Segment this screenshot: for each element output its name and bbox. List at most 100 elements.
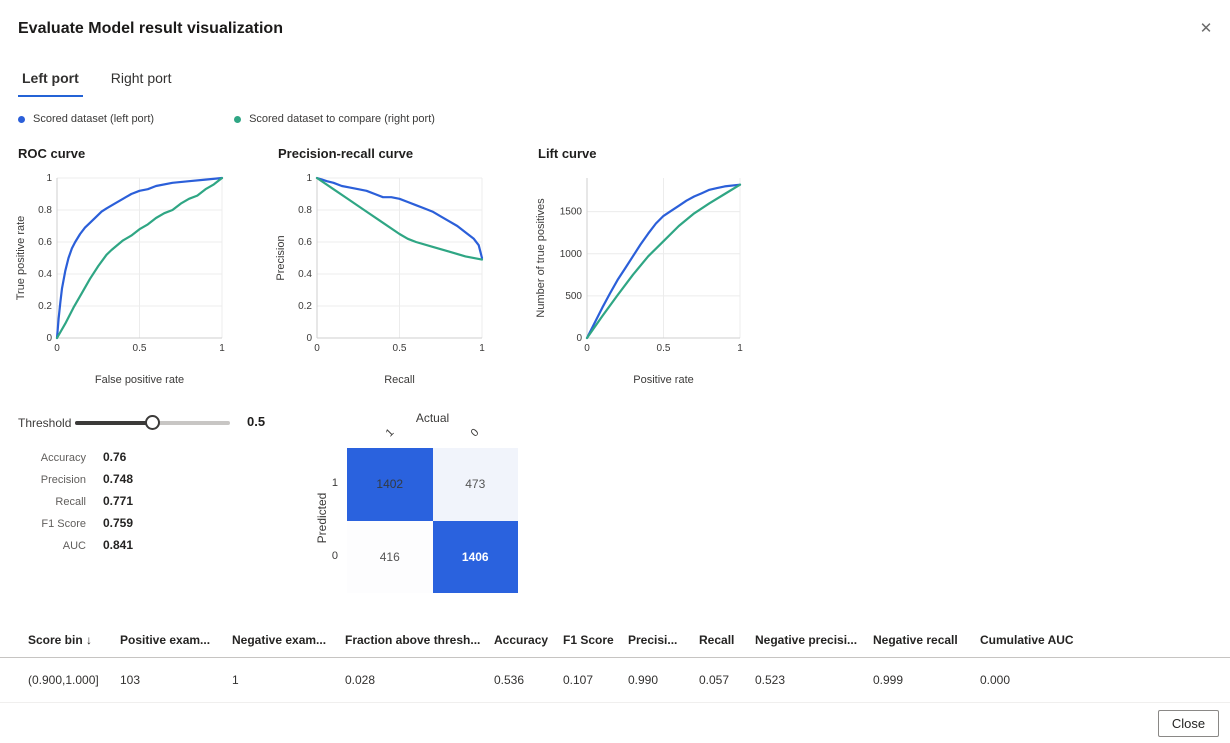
- svg-text:Number of true positives: Number of true positives: [535, 198, 547, 318]
- metric-value: 0.759: [103, 516, 134, 530]
- column-header-negative-recall[interactable]: Negative recall: [873, 632, 958, 647]
- table-cell: 0.536: [494, 673, 525, 687]
- svg-text:0.6: 0.6: [38, 237, 52, 248]
- metric-label: Accuracy: [40, 452, 86, 464]
- legend-label: Scored dataset (left port): [33, 113, 155, 125]
- svg-text:Recall: Recall: [384, 374, 415, 386]
- column-header-precisi[interactable]: Precisi...: [628, 632, 678, 647]
- confusion-matrix-col-label: 0: [468, 426, 482, 440]
- svg-text:0.5: 0.5: [133, 343, 147, 354]
- tab-left-port[interactable]: Left port: [18, 68, 83, 97]
- svg-text:1: 1: [306, 173, 312, 184]
- series-scored-dataset-left-port: [585, 183, 742, 340]
- threshold-label: Threshold: [18, 416, 72, 430]
- series-scored-dataset-left-port: [315, 176, 484, 260]
- svg-text:0.8: 0.8: [38, 205, 52, 216]
- confusion-matrix-predicted-label: Predicted: [315, 492, 329, 544]
- svg-text:Precision: Precision: [275, 235, 287, 280]
- svg-text:0: 0: [46, 333, 52, 344]
- column-header-negative-precisi[interactable]: Negative precisi...: [755, 632, 858, 647]
- svg-text:1000: 1000: [560, 249, 583, 260]
- metrics-panel: Accuracy 0.76 Precision 0.748 Recall 0.771 F1 …: [30, 450, 133, 560]
- column-header-cumulative-auc[interactable]: Cumulative AUC: [980, 632, 1074, 647]
- series-scored-dataset-to-compare-right-port: [315, 176, 484, 261]
- chart-title: Lift curve: [538, 146, 597, 161]
- chart-plot: 0 0.2 0.4 0.6 0.8 1 0 0.5 1 False positive rate Tr…: [15, 173, 225, 386]
- confusion-matrix-cell: 1402: [347, 448, 433, 521]
- confusion-matrix-cell: 1406: [432, 520, 518, 593]
- metric-value: 0.76: [103, 450, 127, 464]
- confusion-matrix: Actual Predicted 1 0 1 0 1402 473 416 1406: [300, 405, 540, 605]
- metric-value: 0.748: [103, 472, 134, 486]
- threshold-slider[interactable]: [75, 415, 230, 430]
- metric-value: 0.771: [103, 494, 134, 508]
- score-bin-table-body: (0.900,1.000] 103 1 0.028 0.536 0.107 0.990 0.0…: [0, 658, 1230, 703]
- metric-label: Recall: [55, 496, 86, 508]
- score-bin-table: Score bin ↓ Positive exam... Negative exam…: [0, 622, 1230, 703]
- confusion-matrix-col-label: 1: [383, 426, 397, 440]
- close-button[interactable]: Close: [1158, 710, 1219, 737]
- svg-text:0.2: 0.2: [298, 301, 312, 312]
- metric-precision: Precision 0.748: [30, 472, 133, 494]
- legend-label: Scored dataset to compare (right port): [249, 113, 435, 125]
- metric-f1-score: F1 Score 0.759: [30, 516, 133, 538]
- table-cell: 0.000: [980, 673, 1011, 687]
- svg-text:1: 1: [479, 343, 485, 354]
- svg-text:0.2: 0.2: [38, 301, 52, 312]
- chart-legend: Scored dataset (left port) Scored dataset…: [18, 113, 435, 125]
- chart-title: Precision-recall curve: [278, 146, 414, 161]
- table-cell: 0.999: [873, 673, 904, 687]
- chart-plot: 0 0.2 0.4 0.6 0.8 1 0 0.5 1 Recall Precision: [275, 173, 485, 386]
- column-header-score-bin[interactable]: Score bin ↓: [28, 632, 93, 647]
- svg-text:0: 0: [576, 333, 582, 344]
- threshold-value: 0.5: [247, 414, 266, 429]
- score-bin-table-header: Score bin ↓ Positive exam... Negative exam…: [0, 622, 1230, 658]
- metric-value: 0.841: [103, 538, 134, 552]
- confusion-matrix-row-label: 1: [331, 477, 338, 489]
- tab-right-port[interactable]: Right port: [110, 70, 172, 86]
- svg-text:False positive rate: False positive rate: [95, 374, 184, 386]
- svg-text:1: 1: [737, 343, 743, 354]
- chart-title: ROC curve: [18, 146, 86, 161]
- svg-text:0.6: 0.6: [298, 237, 312, 248]
- metric-label: F1 Score: [41, 518, 86, 530]
- svg-text:0: 0: [314, 343, 320, 354]
- roc-curve-chart: ROC curve 0 0.2 0.4 0.6 0.8 1 0 0.5 1 False positi…: [10, 140, 260, 390]
- table-cell: 0.990: [628, 673, 659, 687]
- precision-recall-curve-chart: Precision-recall curve 0 0.2 0.4 0.6 0.8 1 0 0.5…: [270, 140, 520, 390]
- column-header-recall[interactable]: Recall: [699, 632, 735, 647]
- page-title: Evaluate Model result visualization: [18, 20, 283, 37]
- svg-text:0.5: 0.5: [393, 343, 407, 354]
- svg-text:1: 1: [46, 173, 52, 184]
- confusion-matrix-cell: 416: [347, 520, 433, 593]
- column-header-positive-exam[interactable]: Positive exam...: [120, 632, 211, 647]
- column-header-fraction-above-thresh[interactable]: Fraction above thresh...: [345, 632, 481, 647]
- column-header-accuracy[interactable]: Accuracy: [494, 632, 549, 647]
- series-scored-dataset-to-compare-right-port: [55, 176, 224, 340]
- chart-plot: 0 500 1000 1500 0 0.5 1 Positive rate Number of …: [535, 178, 743, 386]
- svg-text:True positive rate: True positive rate: [15, 216, 27, 301]
- confusion-matrix-cell: 473: [432, 448, 518, 521]
- metric-label: AUC: [62, 540, 86, 552]
- table-cell: 0.107: [563, 673, 594, 687]
- svg-text:0: 0: [584, 343, 590, 354]
- column-header-f1-score[interactable]: F1 Score: [563, 632, 614, 647]
- confusion-matrix-row-label: 0: [331, 550, 338, 562]
- table-cell: 0.523: [755, 673, 786, 687]
- svg-text:1500: 1500: [560, 207, 583, 218]
- legend-dot-icon: [18, 115, 25, 123]
- legend-item-scored-dataset-left-port: Scored dataset (left port): [18, 113, 154, 125]
- metric-accuracy: Accuracy 0.76: [30, 450, 133, 472]
- tab-bar: Left port Right port: [18, 68, 175, 97]
- close-icon[interactable]: ✕: [1192, 14, 1220, 42]
- column-header-negative-exam[interactable]: Negative exam...: [232, 632, 327, 647]
- table-cell: 1: [232, 673, 239, 687]
- threshold-slider-knob[interactable]: [144, 415, 160, 430]
- series-scored-dataset-to-compare-right-port: [585, 183, 742, 340]
- table-cell: (0.900,1.000]: [28, 673, 99, 687]
- legend-item-scored-dataset-to-compare-right-port: Scored dataset to compare (right port): [234, 113, 435, 125]
- legend-dot-icon: [234, 115, 242, 123]
- svg-text:Positive rate: Positive rate: [633, 374, 694, 386]
- metric-label: Precision: [40, 474, 86, 486]
- metric-auc: AUC 0.841: [30, 538, 133, 560]
